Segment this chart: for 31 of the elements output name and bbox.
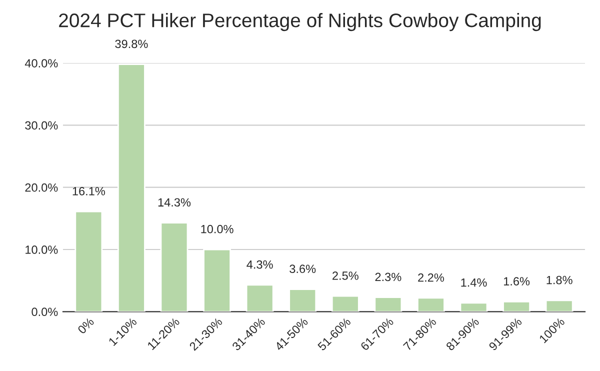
data-label: 1.8% [546, 276, 572, 284]
y-tick-label: 40.0% [24, 59, 58, 68]
data-label: 1.4% [461, 278, 487, 287]
y-tick-label: 10.0% [26, 246, 58, 254]
y-tick-label: 20.0% [25, 183, 58, 192]
bar [160, 222, 188, 312]
bar [331, 295, 360, 312]
data-label: 10.0% [201, 224, 234, 234]
data-label: 1.6% [504, 277, 530, 286]
bar [460, 302, 488, 312]
bar [118, 64, 146, 312]
bar [502, 301, 530, 312]
x-tick-label: 0% [77, 317, 95, 334]
bar [417, 297, 445, 312]
bar [288, 288, 317, 312]
bar [246, 284, 274, 312]
y-tick-label: 0.0% [32, 308, 58, 316]
y-tick-label: 30.0% [25, 121, 58, 130]
data-label: 2.2% [418, 273, 444, 282]
bar [545, 300, 574, 312]
data-label: 14.3% [158, 198, 191, 207]
bar [374, 296, 402, 312]
bar [203, 248, 231, 312]
data-label: 3.6% [290, 264, 316, 274]
data-label: 39.8% [115, 40, 148, 48]
chart-title: 2024 PCT Hiker Percentage of Nights Cowboy Camping [59, 12, 541, 32]
data-label: 16.1% [72, 187, 105, 196]
data-label: 4.3% [246, 260, 273, 269]
bar [74, 210, 103, 312]
data-label: 2.5% [332, 272, 358, 280]
data-label: 2.3% [375, 272, 402, 282]
